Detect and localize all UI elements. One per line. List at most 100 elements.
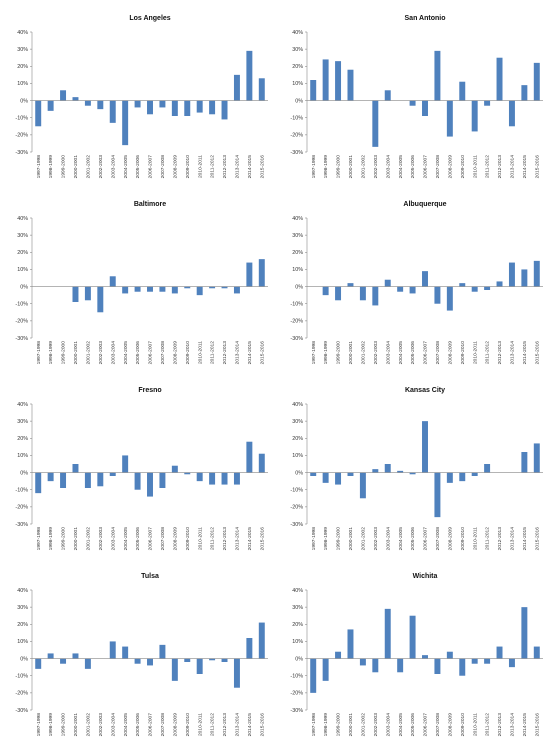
y-tick-label: 40% (292, 216, 303, 222)
y-tick-label: 30% (292, 47, 303, 53)
y-tick-label: -20% (290, 319, 303, 325)
chart-title: Albuquerque (403, 201, 446, 208)
x-tick-label: 1998-1999 (48, 341, 54, 365)
bar (122, 455, 129, 473)
bar (372, 100, 379, 147)
x-tick-label: 2002-2003 (373, 713, 379, 737)
chart-panel-tulsa: Tulsa 40% 30% 20% 10% 0% -10% -20% -30% 1997-1998… (2, 564, 272, 750)
y-tick-label: 10% (17, 639, 28, 645)
x-tick-label: 2008-2009 (447, 527, 453, 551)
x-tick-label: 2008-2009 (447, 155, 453, 179)
x-tick-label: 2006-2007 (148, 713, 154, 737)
x-tick-label: 1999-2000 (336, 341, 342, 365)
bar (446, 472, 453, 483)
bar-chart-svg: San Antonio 40% 30% 20% 10% 0% -10% -20% -30% 199… (290, 15, 543, 179)
bar (496, 646, 503, 659)
bar (134, 100, 141, 108)
x-tick-label: 2009-2010 (460, 341, 466, 365)
x-tick-label: 1998-1999 (323, 713, 329, 737)
x-tick-label: 1997-1998 (36, 713, 42, 737)
bar (209, 100, 216, 115)
chart-title: Tulsa (141, 573, 159, 580)
x-tick-label: 2003-2004 (385, 155, 391, 179)
bar (347, 69, 354, 101)
x-tick-label: 2007-2008 (435, 527, 441, 551)
y-tick-label: 40% (17, 216, 28, 222)
x-tick-label: 2010-2011 (197, 341, 203, 364)
y-tick-label: 40% (292, 588, 303, 594)
bar (233, 658, 240, 688)
bar (471, 472, 478, 476)
x-tick-label: 1997-1998 (311, 713, 317, 737)
x-tick-label: 2009-2010 (460, 155, 466, 179)
x-tick-label: 2009-2010 (185, 341, 191, 365)
bar (84, 100, 91, 106)
x-tick-label: 2001-2002 (360, 155, 366, 179)
bar (109, 641, 116, 659)
x-tick-label: 2003-2004 (385, 341, 391, 365)
y-tick-label: 40% (17, 588, 28, 594)
bar (171, 658, 178, 681)
bar (184, 286, 191, 289)
y-tick-label: 30% (17, 419, 28, 425)
y-tick-label: -30% (290, 150, 303, 156)
x-tick-label: 2012-2013 (497, 713, 503, 737)
bar (159, 644, 166, 659)
x-tick-label: 2011-2012 (485, 527, 491, 550)
bar (533, 646, 540, 659)
x-tick-label: 2010-2011 (197, 155, 203, 178)
x-tick-label: 2003-2004 (110, 155, 116, 179)
bar (322, 472, 329, 483)
bar-chart-svg: Kansas City 40% 30% 20% 10% 0% -10% -20% -30% 199… (290, 387, 543, 551)
y-tick-label: 10% (17, 453, 28, 459)
x-tick-label: 2006-2007 (148, 155, 154, 179)
x-tick-label: 1997-1998 (36, 155, 42, 179)
bar (60, 472, 67, 488)
bar (84, 658, 91, 669)
x-tick-label: 2015-2016 (259, 527, 265, 551)
bar (484, 464, 491, 473)
y-tick-label: -10% (15, 488, 28, 494)
bar (533, 443, 540, 473)
x-tick-label: 2011-2012 (210, 527, 216, 550)
x-tick-label: 2014-2015 (522, 155, 528, 179)
x-tick-label: 2009-2010 (460, 527, 466, 551)
x-tick-label: 2012-2013 (497, 155, 503, 179)
x-tick-label: 2006-2007 (423, 155, 429, 179)
x-tick-label: 2004-2005 (398, 155, 404, 179)
y-tick-label: 20% (292, 436, 303, 442)
x-tick-label: 2014-2015 (522, 341, 528, 365)
bar (221, 472, 228, 485)
y-tick-label: 40% (292, 30, 303, 36)
x-tick-label: 2006-2007 (423, 713, 429, 737)
y-tick-label: 0% (20, 470, 28, 476)
bar (196, 286, 203, 296)
x-tick-label: 2006-2007 (148, 527, 154, 551)
bar (459, 283, 466, 287)
y-tick-label: 20% (17, 250, 28, 256)
x-tick-label: 2004-2005 (123, 713, 129, 737)
chart-panel-fresno: Fresno 40% 30% 20% 10% 0% -10% -20% -30% 1997-199… (2, 378, 272, 564)
bar (322, 658, 329, 681)
bar (72, 464, 79, 473)
x-tick-label: 2002-2003 (373, 341, 379, 365)
bar (159, 286, 166, 292)
bar (422, 271, 428, 287)
bar (496, 57, 503, 101)
bar (471, 100, 478, 132)
x-tick-label: 2007-2008 (160, 527, 166, 551)
y-tick-label: -10% (290, 302, 303, 308)
bar (434, 50, 441, 101)
bar (434, 658, 441, 674)
chart-title: Baltimore (134, 201, 166, 208)
x-tick-label: 1999-2000 (61, 341, 67, 365)
bar (84, 472, 91, 488)
bar (322, 59, 329, 101)
x-tick-label: 2014-2015 (247, 341, 253, 365)
x-tick-label: 2012-2013 (222, 713, 228, 737)
bar (258, 622, 265, 659)
x-tick-label: 2015-2016 (259, 155, 265, 179)
y-tick-label: -10% (290, 488, 303, 494)
y-tick-label: -30% (15, 150, 28, 156)
